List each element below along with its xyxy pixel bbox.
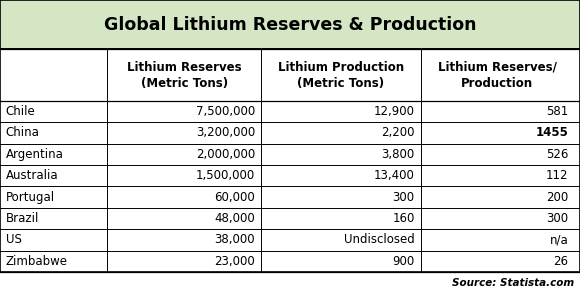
- Text: Lithium Reserves
(Metric Tons): Lithium Reserves (Metric Tons): [127, 61, 241, 90]
- Text: 1,500,000: 1,500,000: [196, 169, 255, 182]
- Text: Lithium Reserves/
Production: Lithium Reserves/ Production: [438, 61, 557, 90]
- Text: Brazil: Brazil: [6, 212, 39, 225]
- Text: 7,500,000: 7,500,000: [196, 105, 255, 118]
- Text: 3,200,000: 3,200,000: [196, 126, 255, 139]
- Text: Chile: Chile: [6, 105, 35, 118]
- Text: Zimbabwe: Zimbabwe: [6, 255, 68, 268]
- Text: Lithium Production
(Metric Tons): Lithium Production (Metric Tons): [278, 61, 404, 90]
- Text: 48,000: 48,000: [215, 212, 255, 225]
- Text: 112: 112: [546, 169, 568, 182]
- Text: Source: Statista.com: Source: Statista.com: [452, 278, 574, 288]
- Text: 300: 300: [393, 191, 415, 203]
- Text: 160: 160: [392, 212, 415, 225]
- Text: 26: 26: [553, 255, 568, 268]
- Text: Argentina: Argentina: [6, 148, 64, 161]
- Text: 900: 900: [393, 255, 415, 268]
- Text: US: US: [6, 233, 21, 246]
- Text: China: China: [6, 126, 39, 139]
- Text: Global Lithium Reserves & Production: Global Lithium Reserves & Production: [104, 16, 476, 34]
- Text: 300: 300: [546, 212, 568, 225]
- Text: n/a: n/a: [550, 233, 568, 246]
- Text: 3,800: 3,800: [382, 148, 415, 161]
- Text: 2,200: 2,200: [381, 126, 415, 139]
- Text: 38,000: 38,000: [215, 233, 255, 246]
- Text: 60,000: 60,000: [215, 191, 255, 203]
- Text: 581: 581: [546, 105, 568, 118]
- Text: 200: 200: [546, 191, 568, 203]
- Text: 13,400: 13,400: [374, 169, 415, 182]
- Text: 23,000: 23,000: [215, 255, 255, 268]
- Text: 1455: 1455: [535, 126, 568, 139]
- Text: Undisclosed: Undisclosed: [344, 233, 415, 246]
- Text: Australia: Australia: [6, 169, 59, 182]
- Text: 2,000,000: 2,000,000: [196, 148, 255, 161]
- Text: 526: 526: [546, 148, 568, 161]
- Text: Portugal: Portugal: [6, 191, 55, 203]
- FancyBboxPatch shape: [0, 0, 580, 49]
- Text: 12,900: 12,900: [374, 105, 415, 118]
